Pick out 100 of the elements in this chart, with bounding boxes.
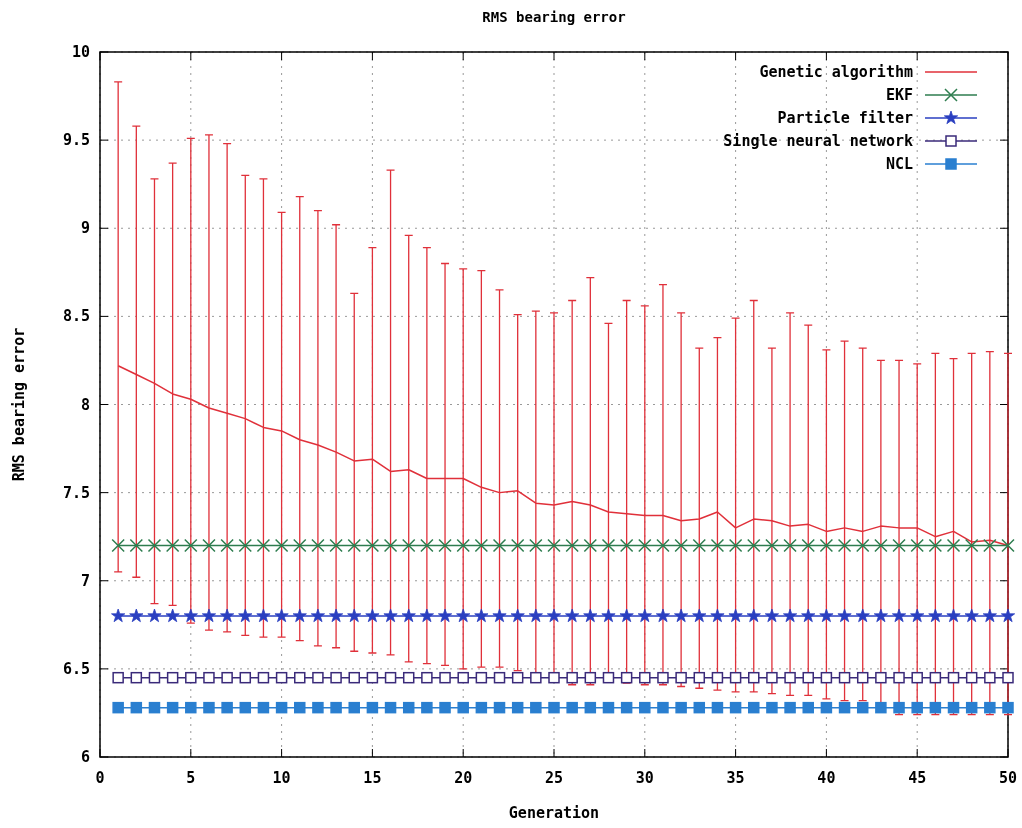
x-tick-label: 50 (998, 769, 1018, 787)
point (348, 671, 360, 684)
point (530, 671, 542, 684)
y-tick-label: 9.5 (62, 131, 90, 150)
point (911, 671, 923, 684)
point (819, 538, 834, 553)
y-tick-label: 7 (80, 571, 90, 590)
point (693, 671, 706, 684)
x-tick-label: 30 (635, 769, 654, 787)
point (530, 701, 542, 714)
point (147, 538, 162, 553)
point (292, 608, 307, 623)
x-tick-label: 0 (95, 769, 105, 787)
x-tick-label: 35 (726, 769, 745, 787)
point (784, 701, 796, 714)
point (601, 608, 616, 623)
point (112, 671, 124, 684)
point (964, 538, 979, 553)
point (929, 701, 942, 714)
x-tick-label: 45 (908, 769, 927, 787)
point (602, 671, 615, 684)
point (601, 538, 616, 553)
point (492, 538, 507, 553)
point (129, 538, 144, 553)
y-axis-title: RMS bearing error (10, 327, 28, 482)
point (783, 608, 798, 623)
x-tick-label: 10 (272, 769, 291, 787)
point (510, 608, 525, 623)
point (312, 671, 324, 684)
point (274, 538, 289, 553)
y-tick-label: 6.5 (62, 659, 90, 678)
point (202, 538, 216, 553)
x-tick-label: 20 (454, 769, 473, 787)
point (420, 538, 434, 553)
point (819, 608, 834, 623)
point (366, 671, 379, 684)
point (710, 608, 725, 623)
point (1001, 538, 1015, 553)
point (529, 538, 543, 553)
x-tick-label: 40 (817, 769, 836, 787)
point (1002, 671, 1014, 684)
point (294, 701, 306, 714)
legend-label: NCL (885, 155, 913, 173)
point (675, 671, 687, 684)
point (583, 608, 598, 623)
point (984, 701, 996, 714)
point (566, 671, 578, 684)
point (910, 608, 925, 623)
point (984, 671, 996, 684)
point (748, 671, 760, 684)
point (257, 671, 270, 684)
point (457, 701, 469, 714)
point (875, 671, 887, 684)
point (855, 608, 870, 623)
point (421, 671, 433, 684)
point (964, 608, 979, 623)
point (294, 671, 306, 684)
point (783, 538, 797, 553)
point (419, 608, 434, 623)
point (166, 701, 179, 714)
point (946, 538, 961, 553)
point (856, 671, 869, 684)
point (166, 671, 179, 684)
point (475, 671, 488, 684)
point (439, 701, 451, 714)
point (220, 608, 235, 623)
point (802, 671, 814, 684)
point (711, 701, 724, 714)
point (620, 701, 633, 714)
point (911, 701, 923, 714)
point (457, 671, 469, 684)
point (239, 671, 252, 684)
point (329, 608, 344, 623)
point (221, 701, 233, 714)
point (274, 608, 289, 623)
point (348, 701, 360, 714)
point (947, 671, 960, 684)
point (130, 671, 143, 684)
point (366, 701, 379, 714)
point (655, 608, 671, 623)
point (185, 701, 197, 714)
point (221, 671, 233, 684)
point (874, 538, 888, 553)
y-tick-label: 8 (80, 395, 90, 414)
point (511, 701, 524, 714)
point (893, 701, 905, 714)
point (546, 608, 562, 623)
point (620, 671, 633, 684)
point (856, 701, 869, 714)
point (347, 538, 361, 553)
point (873, 608, 888, 623)
point (565, 538, 579, 553)
point (892, 538, 906, 553)
point (293, 538, 307, 553)
point (946, 608, 961, 623)
point (256, 538, 271, 553)
legend-label: Single neural network (723, 132, 913, 150)
point (147, 608, 162, 623)
point (257, 701, 270, 714)
point (365, 608, 380, 623)
